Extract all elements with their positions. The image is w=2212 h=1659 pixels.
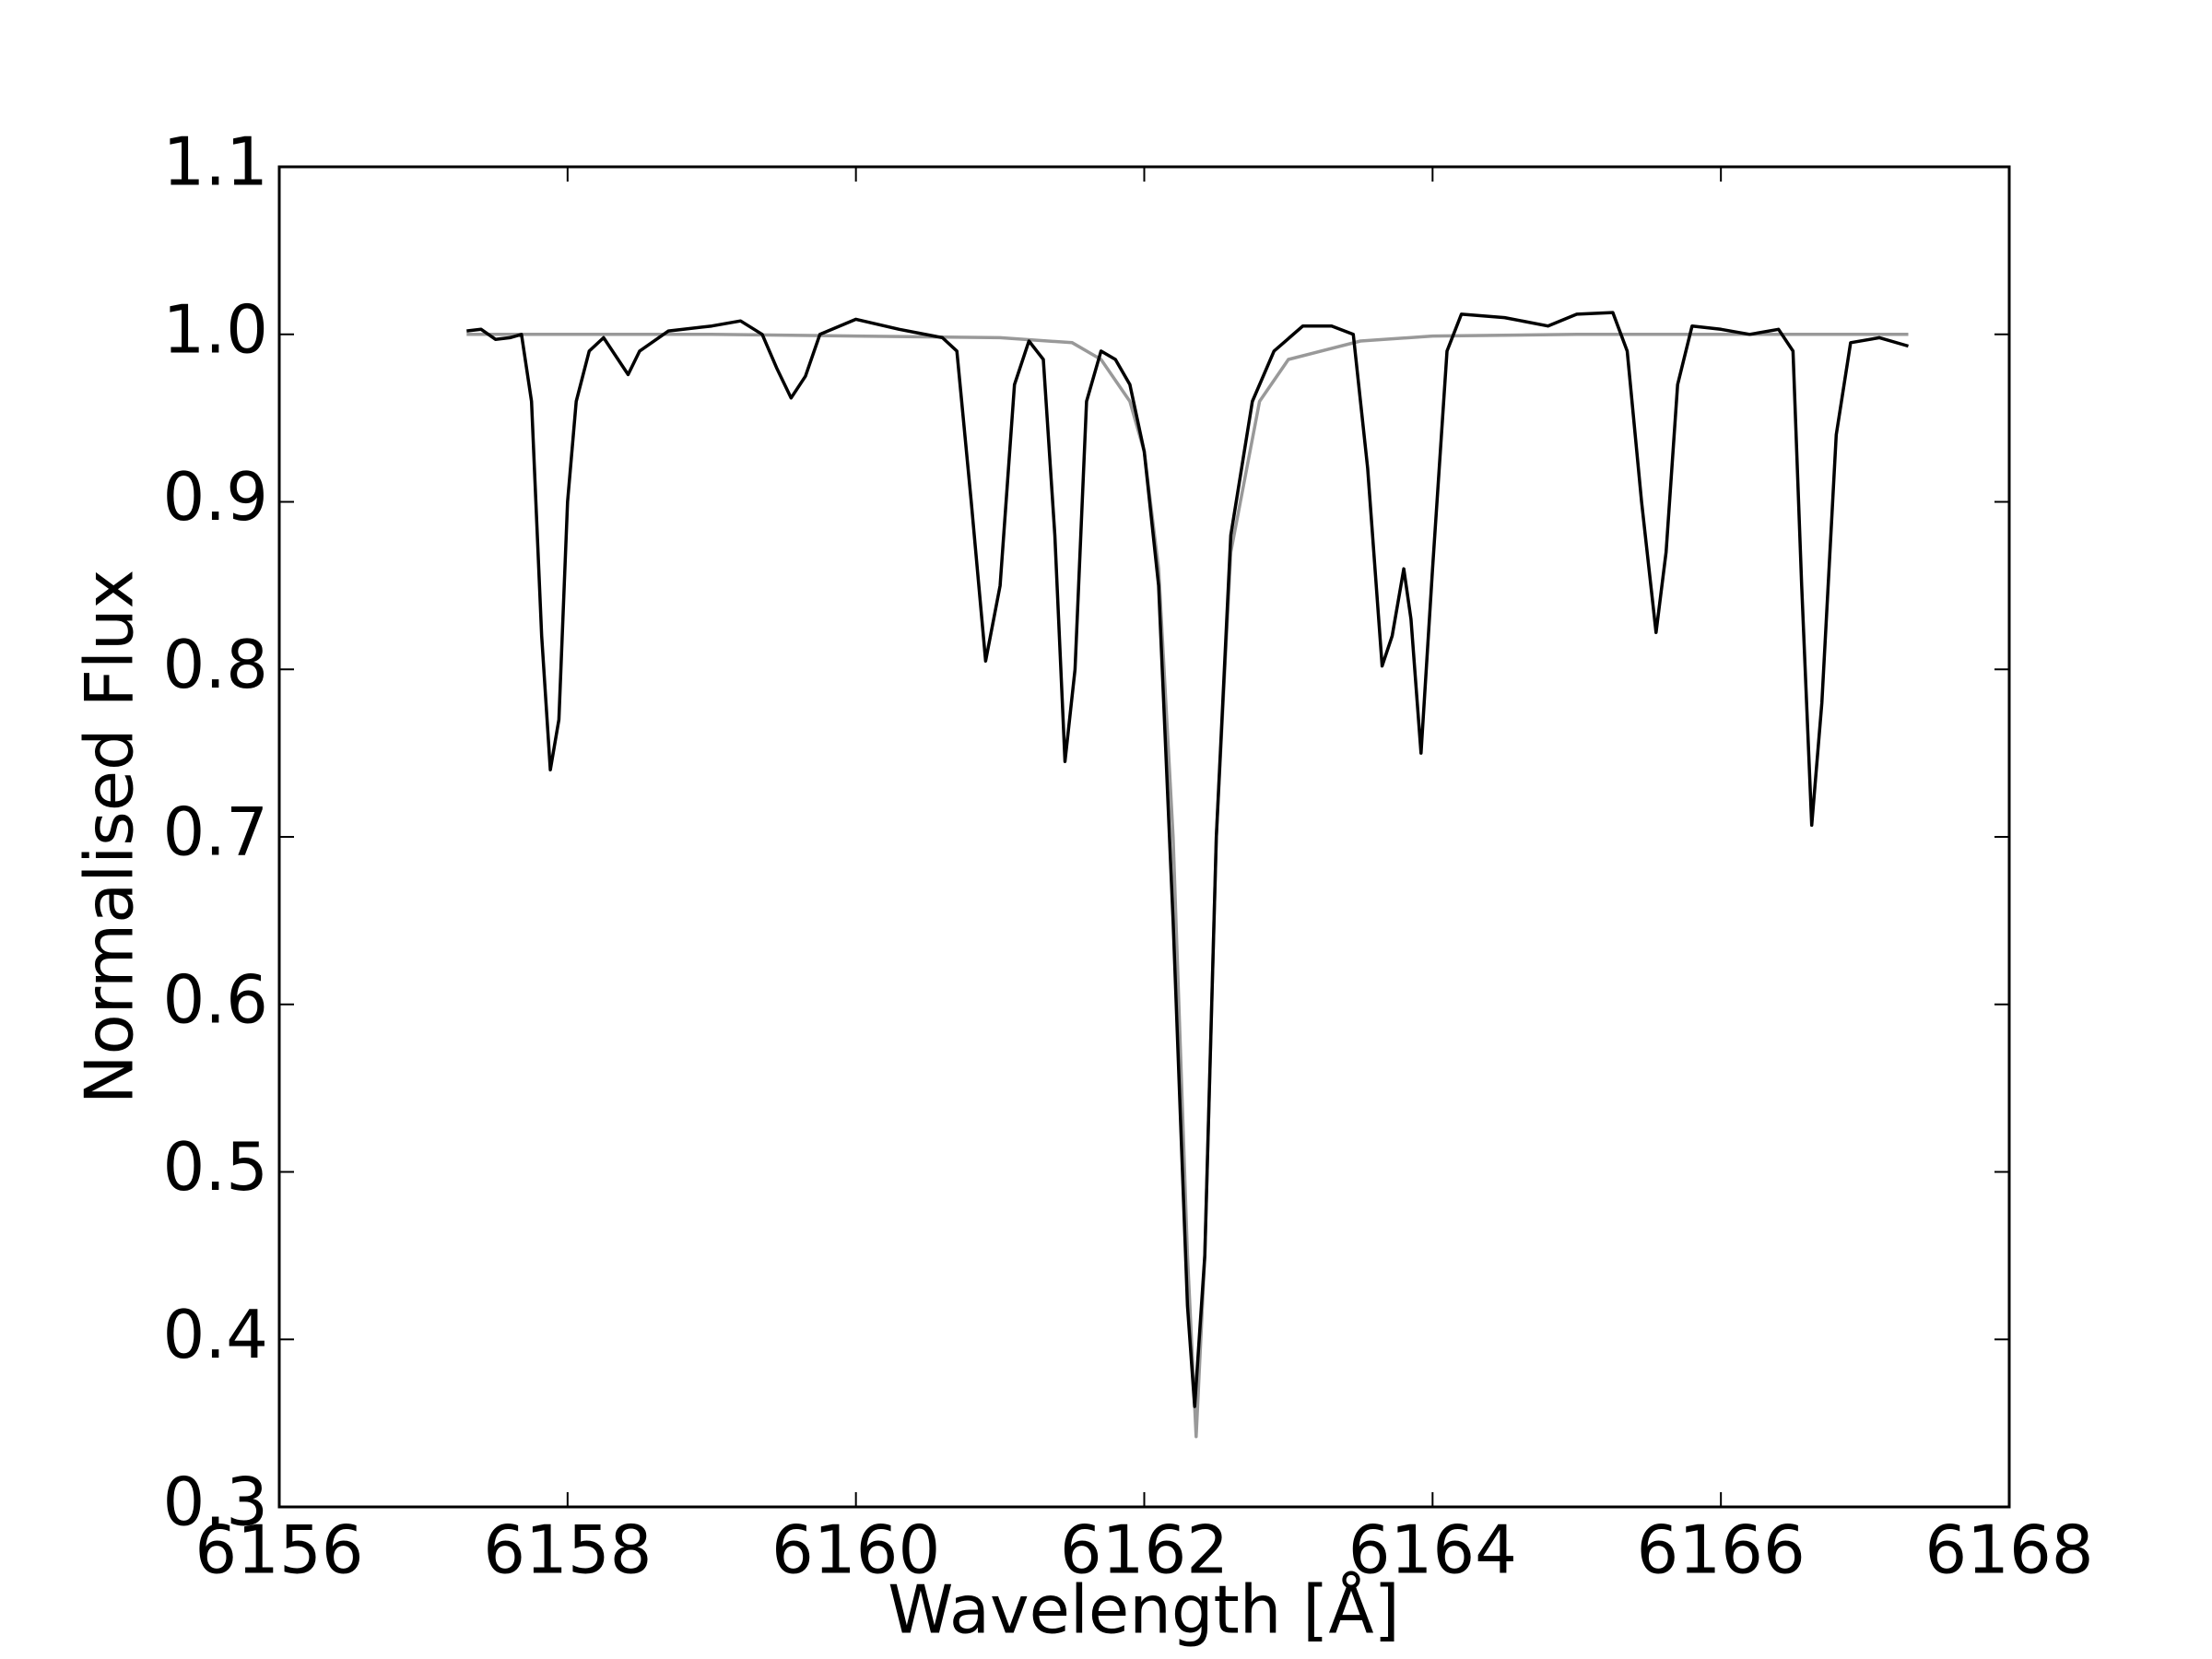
- y-tick-label: 1.1: [162, 124, 268, 201]
- spectrum-line: [466, 311, 1909, 1408]
- y-tick-label: 0.8: [162, 626, 268, 703]
- y-tick-label: 0.9: [162, 458, 268, 535]
- y-tick-label: 0.6: [162, 960, 268, 1038]
- plot-frame: [277, 165, 2011, 1509]
- x-tick-label: 6160: [771, 1512, 940, 1589]
- y-tick-label: 1.0: [162, 290, 268, 368]
- y-tick-label: 0.4: [162, 1296, 268, 1373]
- y-tick-label: 0.5: [162, 1128, 268, 1206]
- x-tick-label: 6162: [1060, 1512, 1229, 1589]
- y-tick-label: 0.7: [162, 794, 268, 871]
- y-tick-label: 0.3: [162, 1464, 268, 1541]
- y-axis-label: Normalised Flux: [71, 570, 148, 1105]
- x-axis-label: Wavelength [Å]: [888, 1571, 1399, 1649]
- x-tick-label: 6168: [1924, 1512, 2093, 1589]
- x-tick-label: 6166: [1637, 1512, 1806, 1589]
- x-tick-label: 6158: [483, 1512, 652, 1589]
- x-tick-label: 6164: [1348, 1512, 1517, 1589]
- x-tick-label: 6156: [194, 1512, 363, 1589]
- spectrum-line: [466, 333, 1909, 1439]
